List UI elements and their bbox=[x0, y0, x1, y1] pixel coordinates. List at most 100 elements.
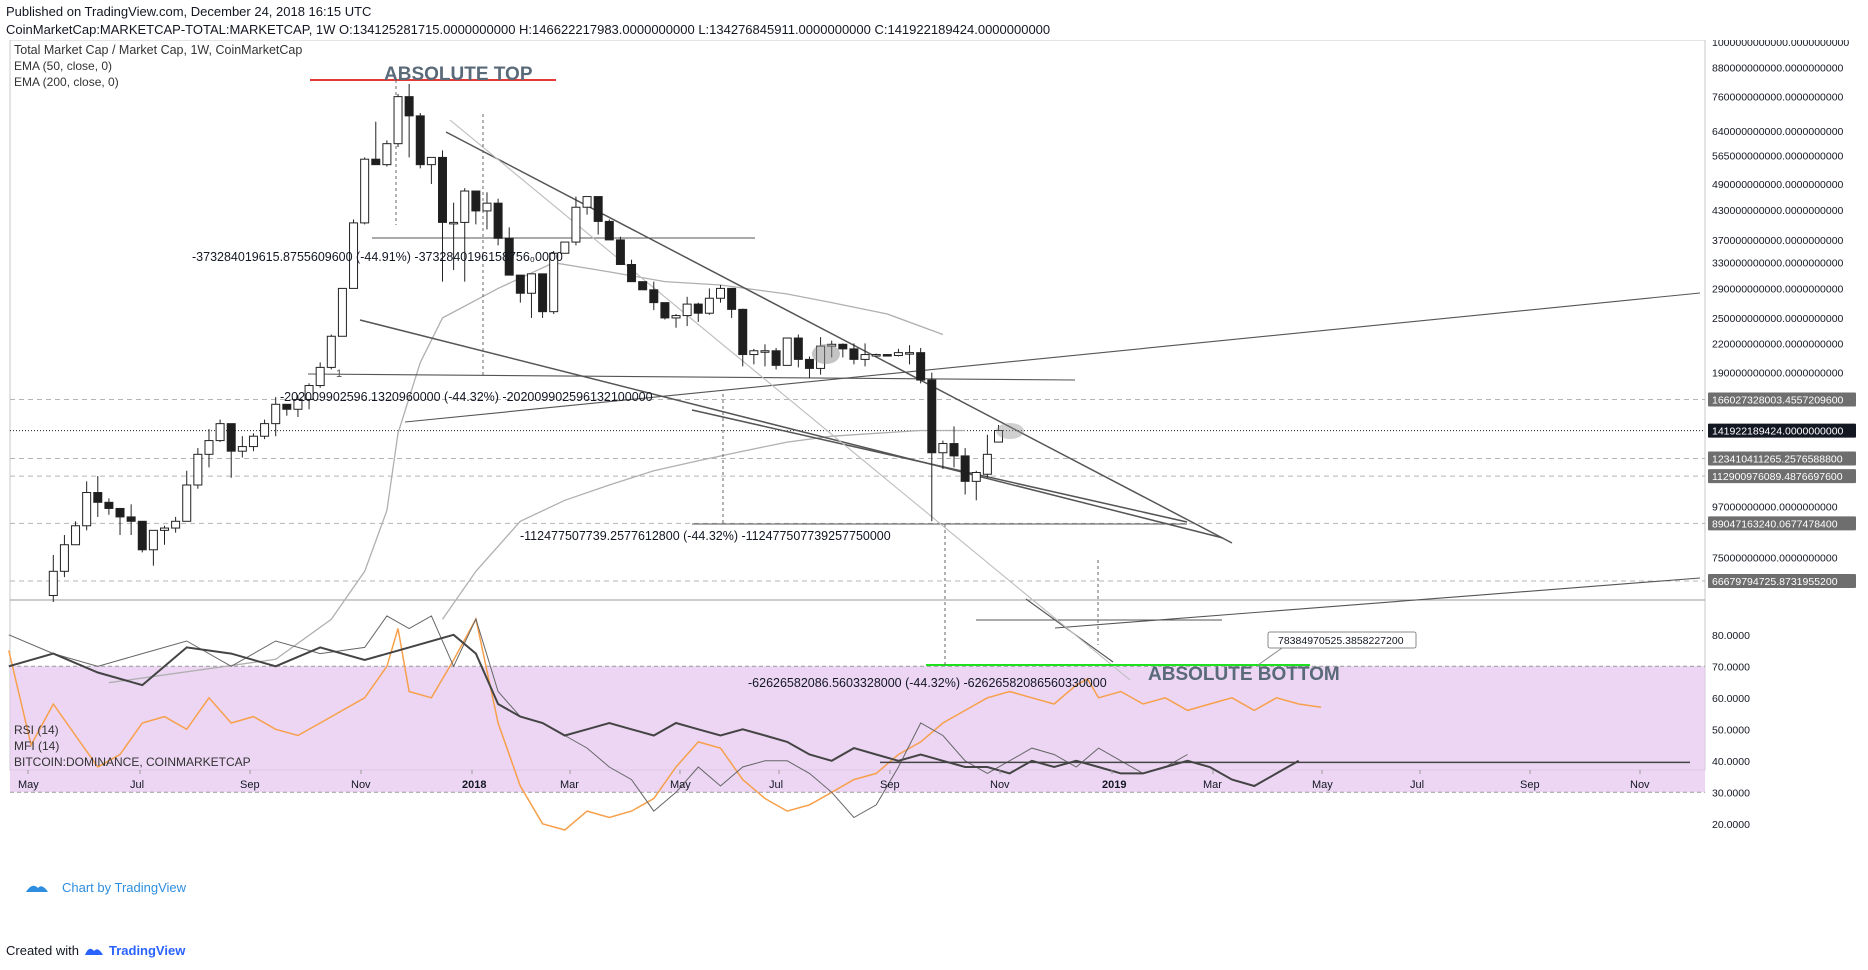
measure-label-4: -62626582086.5603328000 (-44.32%) -62626… bbox=[748, 676, 1107, 690]
candle bbox=[694, 304, 702, 313]
circle-marker[interactable] bbox=[996, 423, 1024, 439]
candle bbox=[950, 444, 958, 456]
y-tick-label: 190000000000.0000000000 bbox=[1712, 368, 1844, 380]
x-tick-label: Sep bbox=[880, 779, 900, 791]
candle bbox=[327, 336, 335, 367]
candle bbox=[939, 444, 947, 453]
y-tick-label: 760000000000.0000000000 bbox=[1712, 92, 1844, 104]
rsi-tick-label: 70.0000 bbox=[1712, 661, 1750, 673]
candle bbox=[883, 355, 891, 357]
mid-descending-trendline[interactable] bbox=[692, 410, 1187, 522]
candle bbox=[850, 349, 858, 360]
candle bbox=[894, 353, 902, 356]
candle bbox=[227, 424, 235, 452]
published-line: Published on TradingView.com, December 2… bbox=[6, 4, 371, 19]
candle bbox=[127, 517, 135, 521]
candle bbox=[717, 288, 725, 298]
candle bbox=[983, 454, 991, 474]
tradingview-logo-icon bbox=[83, 944, 105, 958]
y-tick-label: 250000000000.0000000000 bbox=[1712, 313, 1844, 325]
candle bbox=[628, 264, 636, 281]
candle bbox=[516, 275, 524, 293]
candle bbox=[238, 447, 246, 452]
candle bbox=[383, 144, 391, 165]
absolute-bottom-label: ABSOLUTE BOTTOM bbox=[1148, 664, 1340, 685]
y-tick-label: 565000000000.0000000000 bbox=[1712, 151, 1844, 163]
main-chart[interactable]: 1000000000000.0000000000 880000000000.000… bbox=[0, 40, 1868, 945]
candle bbox=[539, 274, 547, 312]
candle bbox=[183, 485, 191, 521]
callout-label: 78384970525.3858227200 bbox=[1278, 635, 1404, 647]
candle bbox=[872, 355, 880, 357]
y-tick-label: 97000000000.0000000000 bbox=[1712, 501, 1838, 513]
price-tag-label: 166027328003.4557209600 bbox=[1712, 394, 1844, 406]
created-with-label: Created with bbox=[6, 943, 79, 958]
rsi-tick-label: 40.0000 bbox=[1712, 756, 1750, 768]
candle bbox=[527, 274, 535, 293]
candle bbox=[261, 424, 269, 437]
x-tick-label: Sep bbox=[1520, 779, 1540, 791]
rsi-tick-label: 60.0000 bbox=[1712, 693, 1750, 705]
y-tick-label: 220000000000.0000000000 bbox=[1712, 338, 1844, 350]
candle bbox=[316, 367, 324, 385]
rsi-tick-label: 20.0000 bbox=[1712, 819, 1750, 831]
x-tick-label: May bbox=[670, 779, 691, 791]
x-tick-label: 2019 bbox=[1102, 779, 1126, 791]
symbol-ohlc-line: CoinMarketCap:MARKETCAP-TOTAL:MARKETCAP,… bbox=[6, 22, 1050, 37]
circle-marker[interactable] bbox=[812, 344, 840, 364]
price-tag-label: 66679794725.8731955200 bbox=[1712, 576, 1838, 588]
y-tick-label: 640000000000.0000000000 bbox=[1712, 126, 1844, 138]
support-level-250[interactable] bbox=[308, 374, 1075, 380]
measure-label-3: -112477507739.2577612800 (-44.32%) -1124… bbox=[520, 529, 891, 543]
tradingview-brand-link[interactable]: TradingView bbox=[109, 943, 185, 958]
candle bbox=[772, 351, 780, 366]
price-tag-label: 89047163240.0677478400 bbox=[1712, 518, 1838, 530]
candle bbox=[928, 380, 936, 453]
created-with: Created with TradingView bbox=[6, 943, 185, 958]
main-descending-trendline[interactable] bbox=[446, 132, 1232, 543]
y-tick-label: 290000000000.0000000000 bbox=[1712, 283, 1844, 295]
y-tick-label: 1000000000000.0000000000 bbox=[1712, 40, 1849, 49]
candle bbox=[861, 355, 869, 360]
callout-pointer bbox=[1258, 648, 1282, 665]
candle bbox=[805, 359, 813, 368]
x-tick-label: Nov bbox=[990, 779, 1010, 791]
ema-legend-label: EMA (50, close, 0) bbox=[14, 59, 112, 73]
y-tick-label: 880000000000.0000000000 bbox=[1712, 62, 1844, 74]
candle bbox=[416, 116, 424, 165]
candle bbox=[394, 97, 402, 144]
x-tick-label: Jul bbox=[769, 779, 783, 791]
candle bbox=[639, 282, 647, 290]
candle bbox=[483, 203, 491, 211]
candle bbox=[194, 454, 202, 485]
candle bbox=[450, 222, 458, 224]
candle bbox=[461, 191, 469, 222]
measure-label-2: -202009902596.1320960000 (-44.32%) -2020… bbox=[280, 390, 653, 404]
x-tick-label: Nov bbox=[1630, 779, 1650, 791]
candle bbox=[49, 571, 57, 595]
x-tick-label: May bbox=[1312, 779, 1333, 791]
candle bbox=[94, 493, 102, 503]
candle bbox=[216, 424, 224, 441]
candle bbox=[205, 441, 213, 455]
candle bbox=[161, 528, 169, 530]
candle bbox=[761, 351, 769, 353]
ema-legend-label: EMA (200, close, 0) bbox=[14, 75, 119, 89]
price-tag: 123410411265.2576588800 bbox=[1708, 451, 1856, 465]
x-tick-label: Jul bbox=[1410, 779, 1424, 791]
candle bbox=[839, 344, 847, 349]
candle bbox=[728, 288, 736, 309]
watermark-label: Chart by TradingView bbox=[62, 880, 187, 895]
x-tick-label: May bbox=[18, 779, 39, 791]
candle bbox=[583, 197, 591, 208]
indicator-legend-label: MFI (14) bbox=[14, 739, 59, 753]
candle bbox=[83, 493, 91, 526]
candle bbox=[661, 303, 669, 318]
indicator-legend-label: RSI (14) bbox=[14, 723, 59, 737]
price-tag-label: 141922189424.0000000000 bbox=[1712, 426, 1844, 438]
price-tag-label: 123410411265.2576588800 bbox=[1712, 453, 1843, 465]
marker-one-label: 1 bbox=[336, 368, 342, 380]
rsi-tick-label: 80.0000 bbox=[1712, 630, 1750, 642]
candle bbox=[60, 545, 68, 572]
candle bbox=[750, 351, 758, 355]
